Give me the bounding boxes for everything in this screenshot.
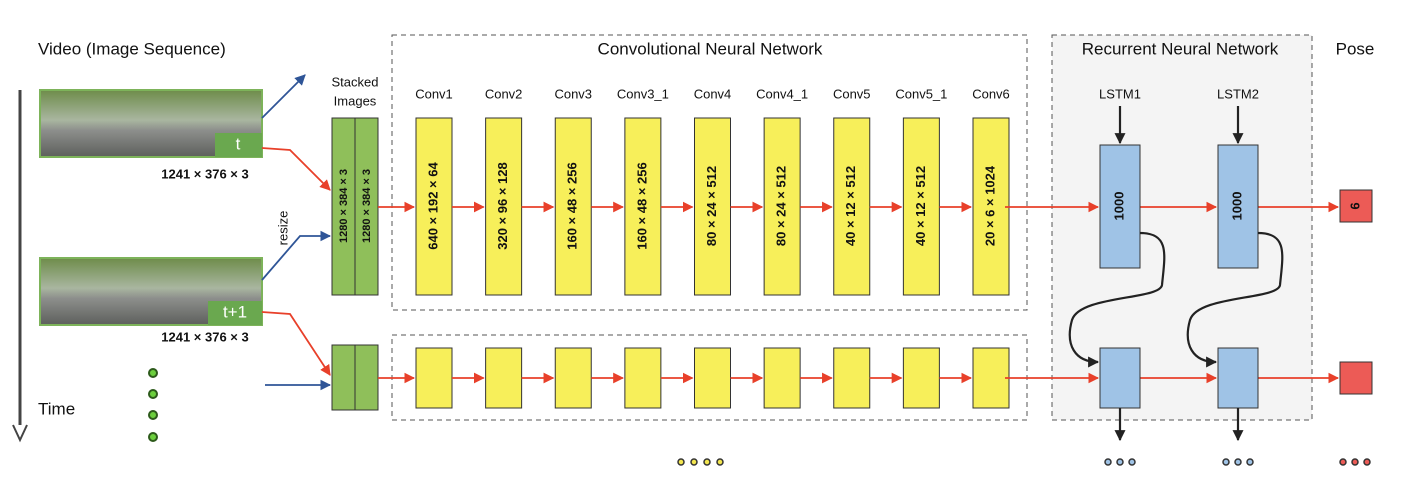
rnn-title: Recurrent Neural Network	[1082, 39, 1279, 58]
layer-name: Conv3_1	[617, 86, 669, 101]
conv-block	[415, 117, 453, 296]
cnn-layers: Conv1 640 × 192 × 64 Conv2 320 × 96 × 128 Co…	[378, 86, 1010, 409]
conv-block	[624, 117, 662, 296]
cnn-title: Convolutional Neural Network	[598, 39, 823, 58]
pose-box	[1339, 361, 1373, 395]
pose-box	[1339, 189, 1373, 223]
conv-block	[763, 117, 801, 296]
lstm-name: LSTM2	[1217, 86, 1259, 101]
stacked-block	[354, 344, 379, 411]
layer-name: Conv4_1	[756, 86, 808, 101]
pose-title: Pose	[1336, 39, 1375, 58]
arrow	[261, 74, 306, 119]
layer-size: 160 × 48 × 256	[565, 162, 580, 249]
lstm-units: 1000	[1229, 192, 1244, 221]
layer-size: 80 × 24 × 512	[774, 166, 789, 246]
conv-block	[415, 347, 453, 409]
conv-block	[833, 347, 871, 409]
conv-block	[972, 347, 1010, 409]
input-title: Video (Image Sequence)	[38, 39, 226, 58]
layer-name: Conv1	[415, 86, 453, 101]
layer-name: Conv4	[694, 86, 732, 101]
arrow	[261, 311, 331, 376]
conv-block	[485, 117, 523, 296]
stacked-title: Stacked	[332, 74, 379, 89]
stacked-size: 1280 × 384 × 3	[361, 169, 373, 243]
lstm-cell	[1217, 144, 1259, 269]
cnn-box	[391, 34, 1028, 311]
conv-block	[833, 117, 871, 296]
arrow	[261, 230, 332, 281]
conv-block	[554, 347, 592, 409]
frame-tag-label: t	[236, 134, 241, 153]
frame-tag	[215, 133, 262, 157]
conv-block	[485, 347, 523, 409]
layer-name: Conv3	[554, 86, 592, 101]
layer-size: 40 × 12 × 512	[843, 166, 858, 246]
frame-tag-label: t+1	[223, 302, 247, 321]
conv-block	[694, 347, 731, 409]
frame-size: 1241 × 376 × 3	[161, 329, 248, 344]
conv-block	[694, 117, 731, 296]
layer-size: 160 × 48 × 256	[634, 162, 649, 249]
rnn-box	[1051, 34, 1313, 421]
dots	[677, 458, 724, 466]
layer-size: 40 × 12 × 512	[913, 166, 928, 246]
arrow	[261, 147, 331, 191]
pose-size: 6	[1347, 202, 1362, 209]
conv-block	[763, 347, 801, 409]
time-arrowhead	[12, 424, 28, 443]
layer-size: 80 × 24 × 512	[704, 166, 719, 246]
layer-size: 320 × 96 × 128	[495, 162, 510, 249]
frame-tag	[208, 301, 262, 325]
stacked-title: Images	[334, 93, 377, 108]
lstm-cell	[1099, 144, 1141, 269]
time-label: Time	[38, 399, 75, 418]
stacked-size: 1280 × 384 × 3	[338, 169, 350, 243]
continuation-dots	[148, 368, 158, 442]
dots	[1339, 458, 1371, 466]
lstm-name: LSTM1	[1099, 86, 1141, 101]
layer-name: Conv5	[833, 86, 871, 101]
layer-size: 20 × 6 × 1024	[982, 165, 997, 246]
lstm-cell	[1099, 347, 1141, 409]
dots	[1104, 458, 1254, 466]
stacked-block	[331, 344, 356, 411]
frame-size: 1241 × 376 × 3	[161, 166, 248, 181]
conv-block	[902, 347, 940, 409]
layer-name: Conv5_1	[895, 86, 947, 101]
lstm-cell	[1217, 347, 1259, 409]
resize-label: resize	[275, 211, 290, 246]
layer-size: 640 × 192 × 64	[425, 162, 440, 250]
layer-name: Conv2	[485, 86, 523, 101]
conv-block	[972, 117, 1010, 296]
conv-block	[624, 347, 662, 409]
arrow	[1068, 231, 1166, 368]
layer-name: Conv6	[972, 86, 1010, 101]
arrow	[1186, 231, 1284, 368]
lstm-units: 1000	[1111, 192, 1126, 221]
